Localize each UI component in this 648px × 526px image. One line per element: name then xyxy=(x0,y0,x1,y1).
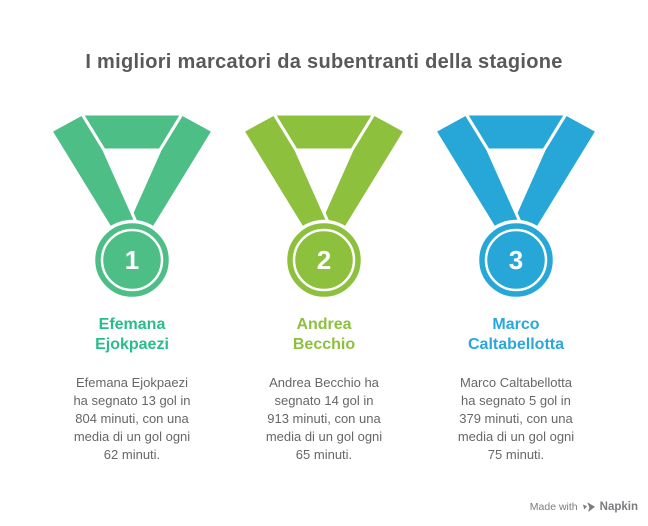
rank-number: 3 xyxy=(509,245,523,275)
rank-column-2: 2 Andrea Becchio Andrea Becchio ha segna… xyxy=(228,112,420,464)
medal-inner-ring xyxy=(292,228,356,292)
medal-disc xyxy=(475,219,557,301)
medal-inner-ring xyxy=(100,228,164,292)
rank-columns: 1 Efemana Ejokpaezi Efemana Ejokpaezi ha… xyxy=(36,112,612,464)
medal-disc xyxy=(283,219,365,301)
rank-number: 2 xyxy=(317,245,331,275)
medal-2-icon: 2 xyxy=(240,112,408,301)
medal-disc xyxy=(91,219,173,301)
page-title: I migliori marcatori da subentranti dell… xyxy=(85,51,563,73)
napkin-brand-label: Napkin xyxy=(599,501,638,513)
player-description: Efemana Ejokpaezi ha segnato 13 gol in 8… xyxy=(73,375,191,462)
napkin-credit: Made with Napkin xyxy=(530,500,638,514)
napkin-logo-icon xyxy=(582,502,595,512)
player-name: Efemana Ejokpaezi xyxy=(95,316,169,353)
player-description: Andrea Becchio ha segnato 14 gol in 913 … xyxy=(265,375,383,462)
rank-column-3: 3 Marco Caltabellotta Marco Caltabellott… xyxy=(420,112,612,464)
rank-number: 1 xyxy=(125,245,139,275)
player-name: Marco Caltabellotta xyxy=(467,316,564,353)
medal-1-icon: 1 xyxy=(48,112,216,301)
medal-3-icon: 3 xyxy=(432,112,600,301)
made-with-label: Made with xyxy=(529,501,578,513)
medal-inner-ring xyxy=(484,228,548,292)
player-name: Andrea Becchio xyxy=(292,316,356,353)
rank-column-1: 1 Efemana Ejokpaezi Efemana Ejokpaezi ha… xyxy=(36,112,228,464)
player-description: Marco Caltabellotta ha segnato 5 gol in … xyxy=(457,375,575,462)
